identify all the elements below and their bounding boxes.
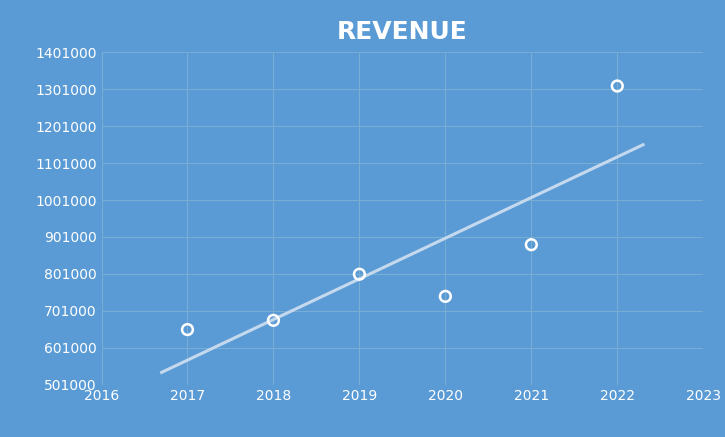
Point [182,326,194,333]
Point [268,317,279,324]
Point [354,271,365,278]
Point [526,241,537,248]
Point [611,83,623,90]
Title: REVENUE: REVENUE [337,20,468,44]
Point [439,293,451,300]
